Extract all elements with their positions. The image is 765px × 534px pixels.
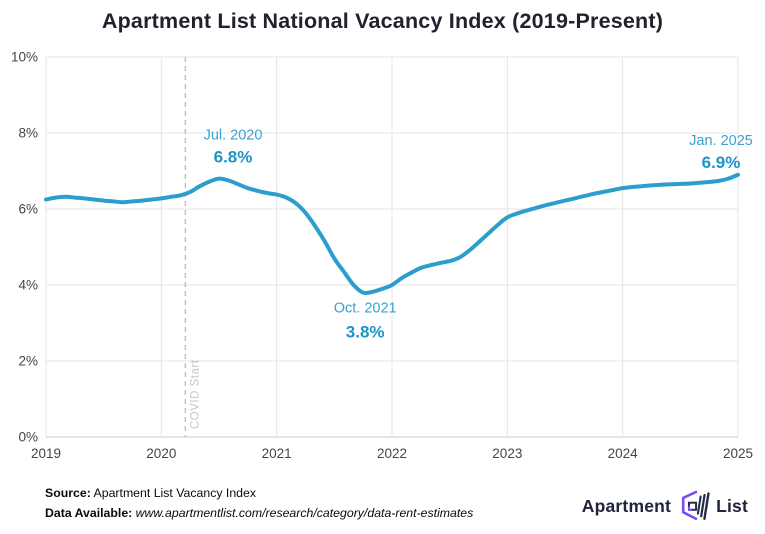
x-tick-label-2019: 2019 xyxy=(31,446,61,461)
chart-title: Apartment List National Vacancy Index (2… xyxy=(101,9,664,33)
x-tick-label-2025: 2025 xyxy=(723,446,753,461)
footer-credits: Source: Apartment List Vacancy Index Dat… xyxy=(45,483,473,523)
logo-house-outline xyxy=(681,490,698,521)
apartment-list-logo-icon xyxy=(681,490,710,521)
annotation-2-date: Jan. 2025 xyxy=(689,133,753,149)
apartment-list-logo: Apartment List xyxy=(582,488,748,524)
x-tick-label-2020: 2020 xyxy=(146,446,176,461)
logo-word-list: List xyxy=(716,495,748,516)
annotation-0-value: 6.8% xyxy=(214,148,253,167)
logo-inner-square xyxy=(688,501,698,511)
source-value: Apartment List Vacancy Index xyxy=(93,486,256,500)
annotation-2-value: 6.9% xyxy=(702,153,741,172)
annotation-1-date: Oct. 2021 xyxy=(334,301,397,317)
logo-word-apartment: Apartment xyxy=(581,495,672,516)
vacancy-index-line xyxy=(44,172,740,296)
x-tick-label-2021: 2021 xyxy=(262,446,292,461)
source-label: Source: xyxy=(45,486,91,500)
x-tick-label-2023: 2023 xyxy=(492,446,522,461)
y-tick-label-4%: 4% xyxy=(18,278,38,293)
x-tick-label-2024: 2024 xyxy=(608,446,639,461)
y-tick-label-10%: 10% xyxy=(11,50,38,65)
annotation-0-date: Jul. 2020 xyxy=(204,128,263,144)
covid-start-label: COVID Start xyxy=(189,359,201,429)
data-available-line: Data Available: www.apartmentlist.com/re… xyxy=(45,503,473,523)
y-tick-label-8%: 8% xyxy=(18,126,38,141)
vacancy-index-chart: COVID Start 10% 8% 6% 4% 2% 0%2019 2020 2021 2022… xyxy=(11,50,753,462)
annotation-1-value: 3.8% xyxy=(346,323,385,342)
source-line: Source: Apartment List Vacancy Index xyxy=(45,483,473,503)
logo-inner-corner xyxy=(688,506,693,511)
y-tick-label-2%: 2% xyxy=(18,354,38,369)
data-available-label: Data Available: xyxy=(45,506,133,520)
x-tick-label-2022: 2022 xyxy=(377,446,407,461)
y-tick-label-6%: 6% xyxy=(18,202,38,217)
data-available-url: www.apartmentlist.com/research/category/… xyxy=(135,506,474,520)
y-tick-label-0%: 0% xyxy=(18,430,38,445)
logo-fan-strokes xyxy=(696,492,710,521)
